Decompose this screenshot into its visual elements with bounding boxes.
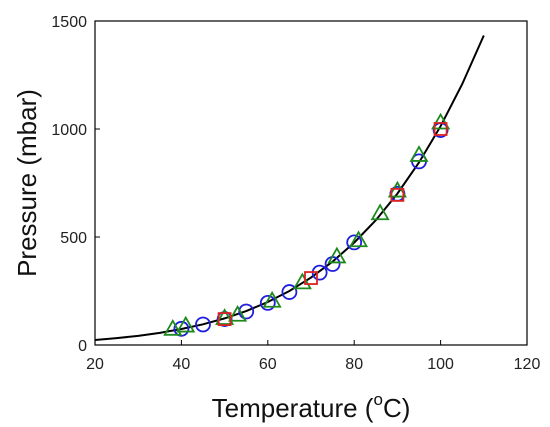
x-tick-label: 100 — [427, 356, 454, 373]
triangle-marker — [176, 315, 196, 333]
circle-marker — [195, 316, 211, 333]
triangle-marker — [431, 112, 451, 130]
circle-marker — [259, 294, 276, 311]
square-marker — [304, 271, 318, 285]
x-tick-label: 60 — [259, 356, 277, 373]
triangle-marker — [327, 246, 347, 264]
y-tick-label: 0 — [78, 338, 87, 355]
x-tick-label: 120 — [514, 356, 541, 373]
plot-area — [94, 20, 528, 346]
triangle-marker — [163, 318, 183, 336]
triangle-marker — [348, 230, 369, 248]
x-tick-label: 40 — [173, 356, 191, 373]
x-axis-label-unit: C) — [383, 393, 410, 423]
square-marker — [390, 187, 405, 202]
data-markers — [163, 112, 451, 337]
x-tick-label: 80 — [345, 356, 363, 373]
square-marker — [217, 312, 232, 326]
x-axis-label-text: Temperature ( — [212, 393, 374, 423]
square-marker — [433, 122, 448, 136]
fit-curve-layer — [94, 35, 485, 341]
axis-ticks: 20 40 60 80 100 120 0 500 1000 1500 — [51, 14, 540, 373]
y-tick-label: 1500 — [51, 14, 87, 31]
circle-marker — [346, 234, 363, 251]
circle-marker — [173, 320, 190, 337]
triangle-marker — [409, 145, 429, 162]
x-axis-label: Temperature (oC) — [212, 390, 411, 423]
circle-marker — [281, 284, 298, 300]
triangle-marker — [370, 203, 390, 221]
fit-curve-line — [94, 35, 485, 341]
triangle-marker — [292, 272, 312, 290]
y-tick-label: 500 — [60, 230, 87, 247]
triangle-marker — [228, 304, 248, 322]
y-axis-label: Pressure (mbar) — [12, 89, 42, 277]
triangle-marker — [215, 308, 235, 325]
circle-marker — [238, 303, 255, 320]
y-tick-label: 1000 — [51, 122, 87, 139]
triangle-marker — [262, 290, 282, 308]
x-tick-label: 20 — [86, 356, 104, 373]
circle-marker — [216, 311, 233, 327]
x-axis-label-superscript: o — [373, 390, 382, 409]
